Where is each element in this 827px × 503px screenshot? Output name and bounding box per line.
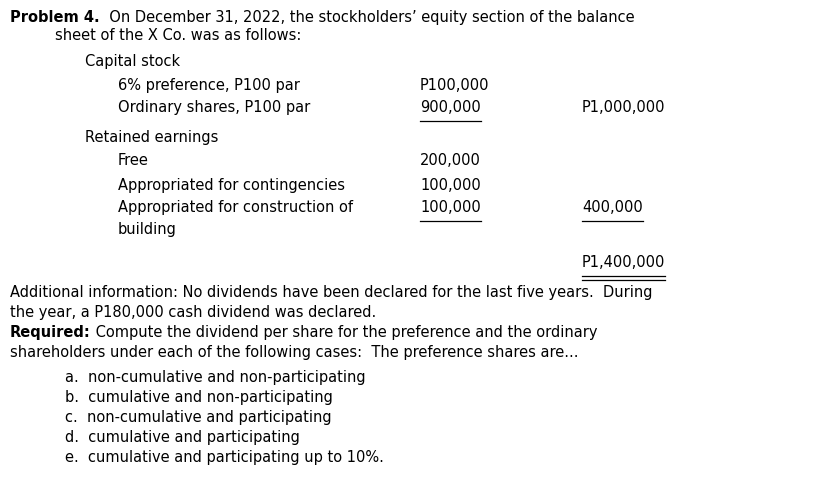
Text: Problem 4.: Problem 4. xyxy=(10,10,99,25)
Text: Capital stock: Capital stock xyxy=(85,54,180,69)
Text: 900,000: 900,000 xyxy=(420,100,480,115)
Text: c.  non-cumulative and participating: c. non-cumulative and participating xyxy=(65,410,332,425)
Text: Additional information: No dividends have been declared for the last five years.: Additional information: No dividends hav… xyxy=(10,285,653,300)
Text: e.  cumulative and participating up to 10%.: e. cumulative and participating up to 10… xyxy=(65,450,384,465)
Text: On December 31, 2022, the stockholders’ equity section of the balance: On December 31, 2022, the stockholders’ … xyxy=(99,10,634,25)
Text: Retained earnings: Retained earnings xyxy=(85,130,218,145)
Text: Appropriated for contingencies: Appropriated for contingencies xyxy=(118,178,345,193)
Text: Free: Free xyxy=(118,153,149,168)
Text: the year, a P180,000 cash dividend was declared.: the year, a P180,000 cash dividend was d… xyxy=(10,305,376,320)
Text: 200,000: 200,000 xyxy=(420,153,480,168)
Text: shareholders under each of the following cases:  The preference shares are...: shareholders under each of the following… xyxy=(10,345,579,360)
Text: building: building xyxy=(118,222,177,237)
Text: b.  cumulative and non-participating: b. cumulative and non-participating xyxy=(65,390,333,405)
Text: P100,000: P100,000 xyxy=(420,78,490,93)
Text: Compute the dividend per share for the preference and the ordinary: Compute the dividend per share for the p… xyxy=(91,325,597,340)
Text: 400,000: 400,000 xyxy=(582,200,643,215)
Text: Ordinary shares, P100 par: Ordinary shares, P100 par xyxy=(118,100,310,115)
Text: a.  non-cumulative and non-participating: a. non-cumulative and non-participating xyxy=(65,370,366,385)
Text: d.  cumulative and participating: d. cumulative and participating xyxy=(65,430,300,445)
Text: 100,000: 100,000 xyxy=(420,200,480,215)
Text: 6% preference, P100 par: 6% preference, P100 par xyxy=(118,78,300,93)
Text: Required:: Required: xyxy=(10,325,91,340)
Text: P1,400,000: P1,400,000 xyxy=(582,255,666,270)
Text: Appropriated for construction of: Appropriated for construction of xyxy=(118,200,353,215)
Text: 100,000: 100,000 xyxy=(420,178,480,193)
Text: P1,000,000: P1,000,000 xyxy=(582,100,666,115)
Text: sheet of the X Co. was as follows:: sheet of the X Co. was as follows: xyxy=(55,28,301,43)
